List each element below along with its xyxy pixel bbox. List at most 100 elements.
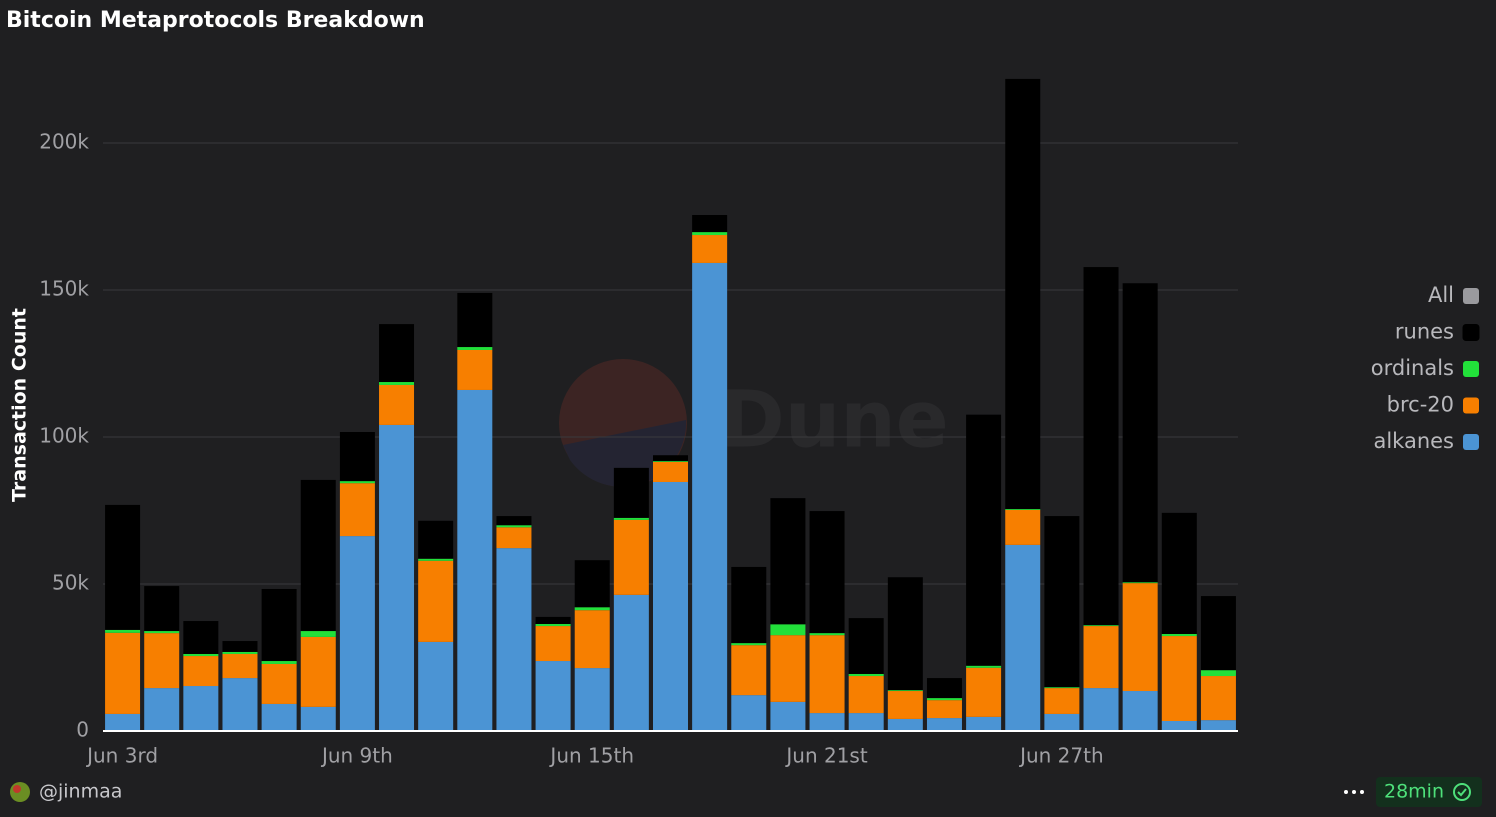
- refresh-time: 28min: [1384, 781, 1444, 803]
- bar-segment: [535, 623, 571, 627]
- bar-segment: [574, 560, 610, 608]
- bar-segment: [1005, 509, 1041, 545]
- bar-segment: [222, 678, 258, 731]
- legend-label: alkanes: [1373, 429, 1454, 453]
- bar-segment: [613, 519, 649, 595]
- bar-segment: [613, 517, 649, 520]
- bar-segment: [1005, 544, 1041, 731]
- bar-segment: [418, 560, 454, 642]
- bar-segment: [966, 716, 1002, 731]
- legend-label: All: [1428, 283, 1454, 307]
- bar-segment: [105, 632, 141, 714]
- bar-segment: [379, 382, 415, 385]
- bar-segment: [535, 616, 571, 624]
- plot-area: 0 50k 100k 150k 200k Jun 3rd Jun 9th Jun 15th Ju…: [39, 78, 1238, 768]
- bar-segment: [496, 516, 532, 526]
- bar-segment: [966, 414, 1002, 666]
- bar-segment: [926, 678, 962, 699]
- bar-segment: [144, 688, 180, 731]
- bar-segment: [770, 635, 806, 702]
- bar-segment: [1122, 582, 1158, 584]
- bar-segment: [887, 577, 923, 691]
- avatar-detail: [13, 785, 21, 793]
- legend-swatch: [1463, 361, 1479, 377]
- bar-segment: [1083, 625, 1119, 627]
- y-tick-label: 150k: [39, 277, 89, 301]
- bar-segment: [339, 432, 375, 482]
- bar-segment: [1005, 509, 1041, 510]
- bar-segment: [379, 424, 415, 731]
- bar-segment: [848, 713, 884, 731]
- bar-segment: [574, 607, 610, 611]
- bar-segment: [300, 636, 336, 707]
- bar-segment: [926, 718, 962, 731]
- bar-segment: [887, 718, 923, 731]
- bar-segment: [261, 703, 297, 731]
- bar-segment: [926, 700, 962, 719]
- bar-segment: [613, 594, 649, 731]
- more-menu[interactable]: [1344, 790, 1364, 794]
- y-tick-label: 200k: [39, 130, 89, 154]
- bar-segment: [496, 525, 532, 528]
- bar-segment: [1200, 596, 1236, 671]
- bar-segment: [613, 467, 649, 518]
- dot: [1352, 790, 1356, 794]
- bar-segment: [574, 610, 610, 669]
- bar-segment: [144, 586, 180, 632]
- bar-segment: [496, 548, 532, 731]
- avatar[interactable]: [10, 782, 30, 802]
- x-tick-label: Jun 9th: [320, 744, 393, 768]
- bar-segment: [731, 643, 767, 646]
- bar-segment: [1161, 633, 1197, 637]
- bar-segment: [183, 656, 219, 687]
- y-tick-label: 50k: [52, 571, 89, 595]
- bar-segment: [300, 706, 336, 731]
- bar-segment: [1083, 626, 1119, 689]
- bar-segment: [379, 384, 415, 425]
- x-tick-label: Jun 15th: [548, 744, 634, 768]
- bar-segment: [300, 631, 336, 637]
- y-tick-label: 0: [76, 718, 89, 742]
- watermark-text: Dune: [720, 375, 949, 465]
- bar-segment: [1200, 676, 1236, 721]
- bar-segment: [261, 588, 297, 662]
- bar-segment: [339, 536, 375, 731]
- bar-segment: [1161, 512, 1197, 634]
- bar-segment: [1044, 687, 1080, 689]
- bar-segment: [418, 520, 454, 559]
- bar-segment: [770, 498, 806, 625]
- refresh-badge[interactable]: [1376, 777, 1482, 807]
- bar-segment: [653, 461, 688, 482]
- author[interactable]: @jinmaa: [39, 781, 122, 803]
- bar-segment: [144, 633, 180, 689]
- x-tick-label: Jun 27th: [1018, 744, 1104, 768]
- bar-segment: [1083, 267, 1119, 626]
- bar-segment: [1200, 720, 1236, 731]
- bar-segment: [966, 667, 1002, 717]
- bar-segment: [418, 641, 454, 731]
- bar-segment: [535, 626, 571, 662]
- bar-segment: [770, 624, 806, 636]
- bar-segment: [535, 661, 571, 731]
- bar-segment: [848, 673, 884, 677]
- x-tick-label: Jun 3rd: [85, 744, 158, 768]
- bar-segment: [1044, 713, 1080, 731]
- bar-segment: [379, 324, 415, 383]
- check-mark: [1457, 788, 1467, 797]
- bar-segment: [457, 347, 493, 350]
- bar-segment: [457, 389, 493, 731]
- bar-segment: [457, 292, 493, 348]
- bar-segment: [339, 481, 375, 484]
- bar-segment: [731, 645, 767, 696]
- bar-segment: [926, 698, 962, 701]
- bar-segment: [692, 215, 728, 233]
- bar-segment: [653, 461, 688, 462]
- bar-segment: [809, 511, 845, 634]
- bar-segment: [653, 481, 688, 731]
- legend-label: runes: [1395, 320, 1454, 344]
- y-tick-label: 100k: [39, 424, 89, 448]
- bar-segment: [1122, 691, 1158, 731]
- bar-segment: [183, 621, 219, 654]
- bar-segment: [1083, 688, 1119, 731]
